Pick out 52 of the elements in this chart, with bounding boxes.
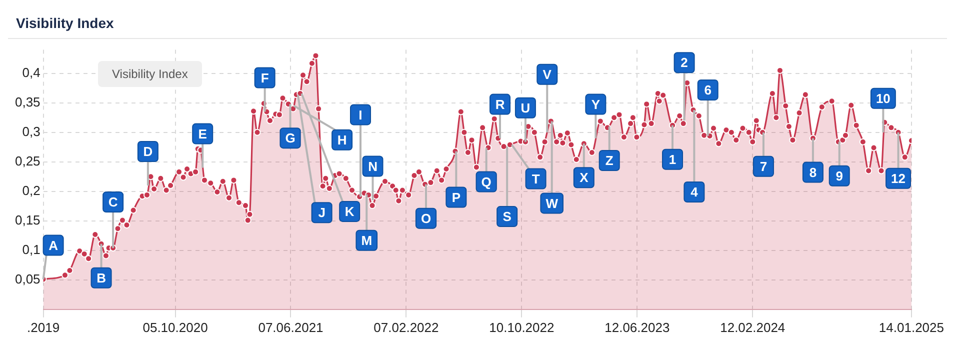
annotation: 6 xyxy=(704,82,712,98)
annotation: V xyxy=(542,66,552,82)
y-tick-label: 0,1 xyxy=(22,242,40,257)
y-tick-label: 0,4 xyxy=(22,64,40,80)
annotation: X xyxy=(580,170,589,186)
annotation: 2 xyxy=(680,55,688,70)
annotation: P xyxy=(452,190,461,205)
y-tick-label: 0,35 xyxy=(14,94,40,110)
y-tick-label: 0,25 xyxy=(14,153,40,168)
annotation: T xyxy=(532,171,540,186)
annotation: Z xyxy=(605,153,614,168)
annotation: O xyxy=(420,210,432,226)
x-tick-label: .2019 xyxy=(27,320,60,335)
annotation: G xyxy=(285,130,296,146)
annotation: I xyxy=(358,107,362,122)
annotation: R xyxy=(495,96,506,112)
annotation: Y xyxy=(591,96,600,112)
chart-title: Visibility Index xyxy=(8,8,947,39)
annotation: 4 xyxy=(690,184,699,200)
annotation: W xyxy=(546,196,559,211)
annotation: 7 xyxy=(760,158,768,174)
y-tick-label: 0,2 xyxy=(22,182,40,198)
annotation: S xyxy=(502,209,512,224)
annotation: M xyxy=(361,232,372,248)
y-tick-label: 0,15 xyxy=(14,212,40,228)
y-tick-label: 0,3 xyxy=(22,124,40,139)
annotation: 9 xyxy=(836,168,843,184)
x-tick-label: 05.10.2020 xyxy=(142,320,208,335)
x-tick-label: 14.01.2025 xyxy=(878,320,944,335)
annotation: C xyxy=(108,194,118,210)
annotation: F xyxy=(260,70,269,86)
annotation: N xyxy=(368,158,378,174)
annotation: 10 xyxy=(876,90,890,106)
annotation: 1 xyxy=(668,152,676,167)
x-tick-label: 10.10.2022 xyxy=(489,320,554,335)
annotation: A xyxy=(48,238,59,253)
x-tick-label: 12.06.2023 xyxy=(604,320,670,335)
annotation: D xyxy=(143,144,153,160)
annotation: U xyxy=(520,100,530,116)
y-tick-label: 0,05 xyxy=(14,271,40,286)
x-tick-label: 12.02.2024 xyxy=(720,320,786,335)
annotation: H xyxy=(337,132,347,148)
annotation: Visibility Index xyxy=(98,61,202,87)
annotation: 12 xyxy=(891,170,906,186)
annotation: B xyxy=(96,270,106,286)
x-tick-label: 07.06.2021 xyxy=(258,320,324,335)
annotation: K xyxy=(344,204,355,220)
x-tick-label: 07.02.2022 xyxy=(374,320,439,335)
annotation: 8 xyxy=(809,164,817,180)
annotation: J xyxy=(318,205,326,220)
annotation: E xyxy=(198,126,208,142)
annotation: Q xyxy=(481,174,492,190)
